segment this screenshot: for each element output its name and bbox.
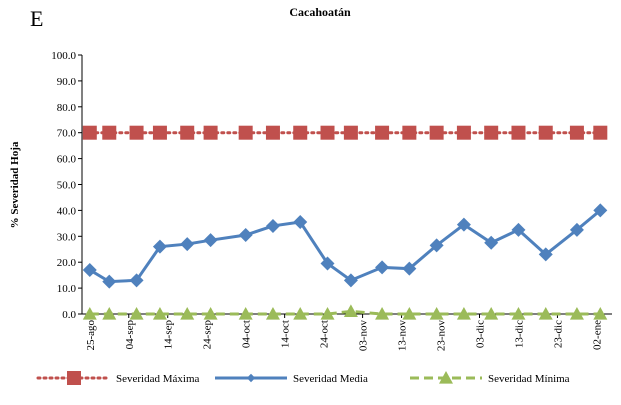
- marker: [265, 218, 280, 233]
- marker: [265, 307, 280, 320]
- marker: [180, 125, 195, 140]
- legend-label: Severidad Máxima: [116, 373, 200, 385]
- marker: [203, 307, 218, 320]
- series-line: [89, 309, 601, 316]
- marker: [511, 125, 526, 140]
- marker: [511, 222, 526, 237]
- marker: [538, 247, 553, 262]
- marker: [593, 203, 608, 218]
- marker: [320, 256, 335, 271]
- marker: [375, 125, 390, 140]
- marker: [593, 307, 608, 320]
- marker: [569, 307, 584, 320]
- marker: [343, 273, 358, 288]
- marker: [320, 307, 335, 320]
- marker: [429, 125, 444, 140]
- x-tick-label: 03-nov: [358, 320, 370, 352]
- legend-marker: [67, 371, 81, 385]
- marker: [129, 307, 144, 320]
- marker: [82, 262, 97, 277]
- marker: [402, 307, 417, 320]
- marker: [569, 222, 584, 237]
- marker: [293, 125, 308, 140]
- marker: [343, 125, 358, 140]
- marker: [82, 125, 97, 140]
- x-tick-label: 13-dic: [513, 320, 525, 348]
- marker: [102, 125, 117, 140]
- y-tick-label: 50.0: [57, 180, 77, 192]
- marker: [180, 307, 195, 320]
- x-tick-label: 23-dic: [552, 320, 564, 348]
- legend-label: Severidad Mínima: [488, 373, 570, 385]
- x-tick-label: 14-sep: [163, 320, 175, 350]
- marker: [265, 125, 280, 140]
- y-tick-label: 70.0: [57, 128, 77, 140]
- marker: [238, 307, 253, 320]
- y-tick-label: 20.0: [57, 257, 77, 269]
- marker: [129, 125, 144, 140]
- legend-marker: [246, 373, 256, 383]
- y-tick-label: 60.0: [57, 154, 77, 166]
- marker: [238, 228, 253, 243]
- marker: [456, 125, 471, 140]
- marker: [203, 233, 218, 248]
- x-tick-label: 24-sep: [202, 320, 214, 350]
- legend-marker: [439, 371, 453, 384]
- marker: [102, 307, 117, 320]
- marker: [456, 307, 471, 320]
- marker: [152, 307, 167, 320]
- marker: [538, 307, 553, 320]
- x-tick-label: 23-nov: [436, 320, 448, 352]
- marker: [429, 307, 444, 320]
- series-line: [89, 209, 602, 284]
- marker: [152, 239, 167, 254]
- marker: [375, 260, 390, 275]
- y-tick-label: 30.0: [57, 231, 77, 243]
- marker: [375, 307, 390, 320]
- marker: [180, 237, 195, 252]
- marker: [82, 307, 97, 320]
- panel-label: E: [30, 6, 43, 31]
- marker: [102, 274, 117, 289]
- marker: [484, 235, 499, 250]
- marker: [569, 125, 584, 140]
- y-tick-label: 80.0: [57, 102, 77, 114]
- marker: [293, 215, 308, 230]
- x-tick-label: 03-dic: [475, 320, 487, 348]
- x-tick-label: 24-oct: [319, 320, 331, 348]
- marker: [152, 125, 167, 140]
- x-tick-label: 02-ene: [591, 320, 603, 350]
- y-tick-label: 90.0: [57, 76, 77, 88]
- marker: [484, 307, 499, 320]
- marker: [593, 125, 608, 140]
- y-axis-label: % Severidad Hoja: [9, 141, 21, 228]
- x-tick-label: 13-nov: [397, 320, 409, 352]
- marker: [293, 307, 308, 320]
- x-tick-label: 04-sep: [124, 320, 136, 350]
- y-tick-label: 0.0: [62, 309, 76, 321]
- y-tick-label: 10.0: [57, 283, 77, 295]
- x-tick-label: 14-oct: [280, 320, 292, 348]
- marker: [456, 217, 471, 232]
- marker: [484, 125, 499, 140]
- marker: [538, 125, 553, 140]
- marker: [238, 125, 253, 140]
- legend-label: Severidad Media: [293, 373, 368, 385]
- marker: [402, 261, 417, 276]
- marker: [203, 125, 218, 140]
- marker: [320, 125, 335, 140]
- marker: [511, 307, 526, 320]
- marker: [402, 125, 417, 140]
- x-tick-label: 25-ago: [85, 320, 97, 351]
- chart-title: Cacahoatán: [289, 5, 351, 19]
- x-tick-label: 04-oct: [241, 320, 253, 348]
- y-tick-label: 40.0: [57, 205, 77, 217]
- marker: [343, 304, 358, 318]
- marker: [429, 238, 444, 253]
- y-tick-label: 100.0: [51, 50, 76, 62]
- marker: [129, 273, 144, 288]
